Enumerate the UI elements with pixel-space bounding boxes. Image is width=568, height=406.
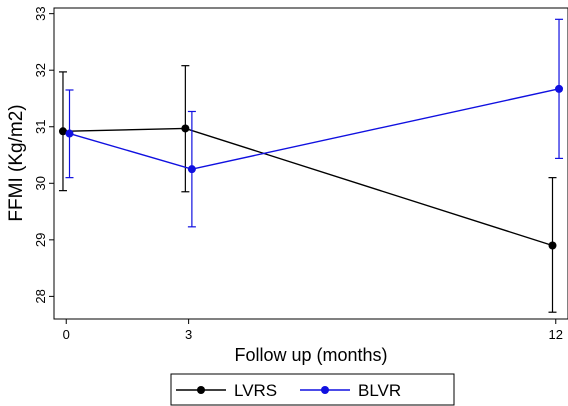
plot-area bbox=[53, 7, 568, 320]
x-axis-title: Follow up (months) bbox=[234, 345, 387, 365]
series-lvrs bbox=[58, 65, 557, 313]
data-point bbox=[65, 129, 74, 138]
y-tick-label: 29 bbox=[33, 233, 48, 247]
data-point bbox=[181, 124, 190, 133]
y-tick-label: 28 bbox=[33, 289, 48, 303]
legend-marker bbox=[197, 386, 205, 394]
x-axis: 0 3 12 bbox=[63, 319, 563, 342]
legend-label: LVRS bbox=[234, 381, 277, 400]
series-layer bbox=[58, 18, 564, 313]
data-point bbox=[187, 165, 196, 174]
y-tick-label: 31 bbox=[33, 120, 48, 134]
y-axis: 28 29 30 31 32 33 bbox=[33, 6, 54, 304]
x-tick-label: 0 bbox=[63, 327, 70, 342]
y-tick-label: 33 bbox=[33, 6, 48, 20]
legend: LVRS BLVR bbox=[170, 373, 455, 406]
data-point bbox=[555, 84, 564, 93]
legend-label: BLVR bbox=[358, 381, 401, 400]
y-tick-label: 30 bbox=[33, 176, 48, 190]
y-tick-label: 32 bbox=[33, 63, 48, 77]
y-axis-title: FFMI (Kg/m2) bbox=[6, 104, 27, 221]
data-point bbox=[58, 127, 67, 136]
series-blvr bbox=[65, 18, 564, 228]
legend-marker bbox=[321, 386, 329, 394]
x-tick-label: 12 bbox=[549, 327, 563, 342]
x-tick-label: 3 bbox=[185, 327, 192, 342]
data-point bbox=[548, 241, 557, 250]
